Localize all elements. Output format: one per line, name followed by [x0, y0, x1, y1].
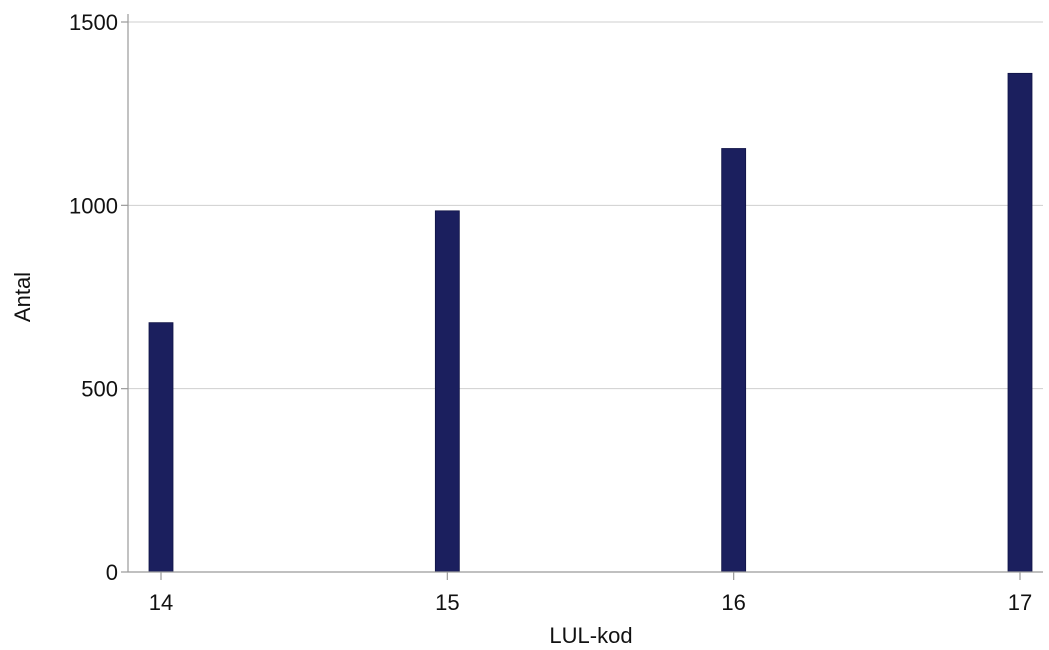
y-tick-label-1000: 1000: [69, 193, 118, 218]
y-tick-label-1500: 1500: [69, 10, 118, 35]
y-axis-ticks: 0 500 1000 1500: [69, 10, 128, 585]
bars: [148, 72, 1033, 573]
y-tick-label-0: 0: [106, 560, 118, 585]
x-tick-label-17: 17: [1008, 590, 1032, 615]
bar-14: [148, 322, 174, 573]
x-tick-label-14: 14: [149, 590, 173, 615]
x-tick-label-16: 16: [721, 590, 745, 615]
y-axis-title: Antal: [10, 272, 35, 322]
bar-15: [434, 210, 460, 573]
grid-lines: [128, 21, 1043, 390]
x-axis-title: LUL-kod: [549, 623, 632, 648]
bar-17: [1007, 72, 1033, 573]
bar-16: [721, 148, 747, 573]
x-axis-ticks: 14 15 16 17: [149, 572, 1032, 615]
y-tick-label-500: 500: [81, 377, 118, 402]
axes: [127, 14, 1043, 573]
x-tick-label-15: 15: [435, 590, 459, 615]
